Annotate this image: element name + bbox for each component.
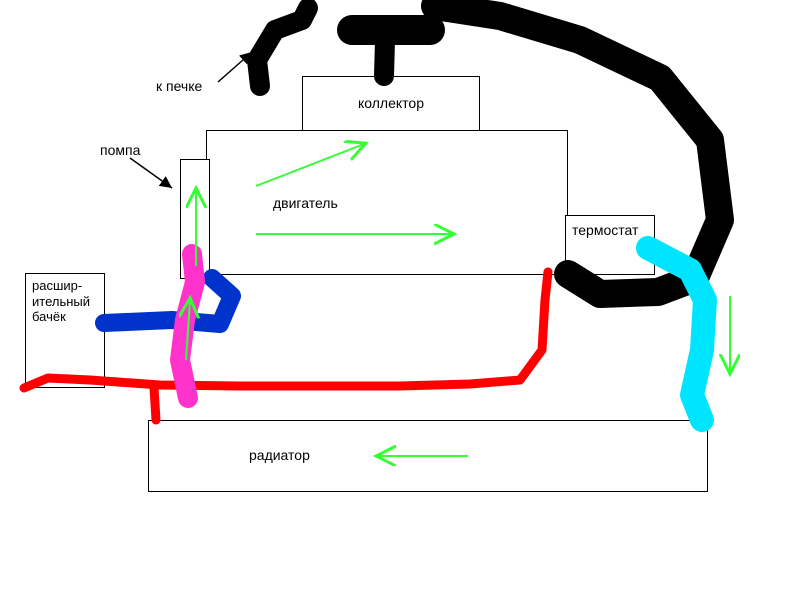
expansion-tank-label: расшир- ительный бачёк	[32, 278, 90, 324]
engine-box: двигатель	[206, 130, 568, 275]
hose-black-mid	[384, 40, 385, 76]
radiator-box: радиатор	[148, 420, 708, 492]
pump-label: помпа	[100, 142, 140, 158]
hose-black-left	[257, 8, 308, 86]
collector-label: коллектор	[358, 95, 424, 111]
to-heater-label: к печке	[156, 78, 202, 94]
thermostat-label: термостат	[572, 222, 638, 238]
flow-arrow-magenta-up	[186, 300, 190, 360]
pointer-arrow-to-heater	[218, 52, 252, 82]
hose-blue	[104, 278, 232, 324]
collector-box: коллектор	[302, 76, 480, 131]
pointer-arrow-pump	[130, 158, 172, 188]
hose-cyan	[648, 248, 705, 420]
engine-label: двигатель	[273, 195, 338, 212]
radiator-label: радиатор	[249, 447, 310, 464]
thermostat-box: термостат	[565, 215, 655, 275]
pump-box	[180, 159, 210, 279]
hose-red-drop	[154, 388, 156, 420]
expansion-tank-box: расшир- ительный бачёк	[25, 273, 105, 388]
